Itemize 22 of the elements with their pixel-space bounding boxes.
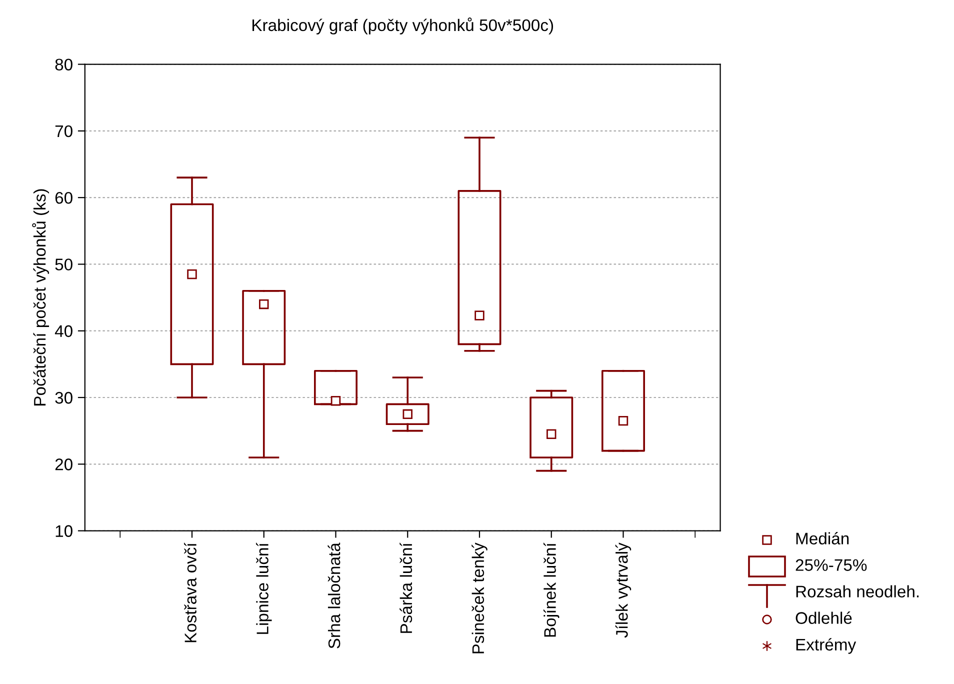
y-tick-label: 80 (55, 58, 72, 70)
y-tick-label: 30 (55, 392, 72, 404)
y-axis-title: Počáteční počet výhonků (ks) (32, 189, 50, 406)
text: Odlehlé (796, 612, 852, 624)
x-tick-label: Bojínek luční (544, 542, 560, 637)
x-tick-label: Psárka luční (400, 542, 412, 633)
y-tick-label: 40 (54, 325, 72, 338)
x-tick-label: Srha laločnatá (328, 542, 340, 648)
x-tick-label: Lipnice luční (256, 542, 272, 634)
text: Medián (796, 532, 849, 544)
text: Extrémy (796, 638, 856, 654)
chart-title: Krabicový graf (počty výhonků 50v*500c) (252, 18, 554, 34)
text: 25%-75% (796, 559, 867, 571)
y-tick-label: 10 (56, 525, 72, 537)
x-tick-label: Kostřava ovčí (184, 542, 196, 642)
y-tick-label: 60 (55, 192, 72, 204)
x-tick-label: Jílek vytrvalý (615, 542, 632, 638)
y-tick-label: 20 (55, 458, 72, 470)
y-tick-label: 70 (55, 125, 72, 138)
y-tick-label: 50 (55, 258, 72, 270)
x-tick-label: Psineček tenký (472, 542, 488, 654)
text: Rozsah neodleh. (796, 585, 919, 598)
